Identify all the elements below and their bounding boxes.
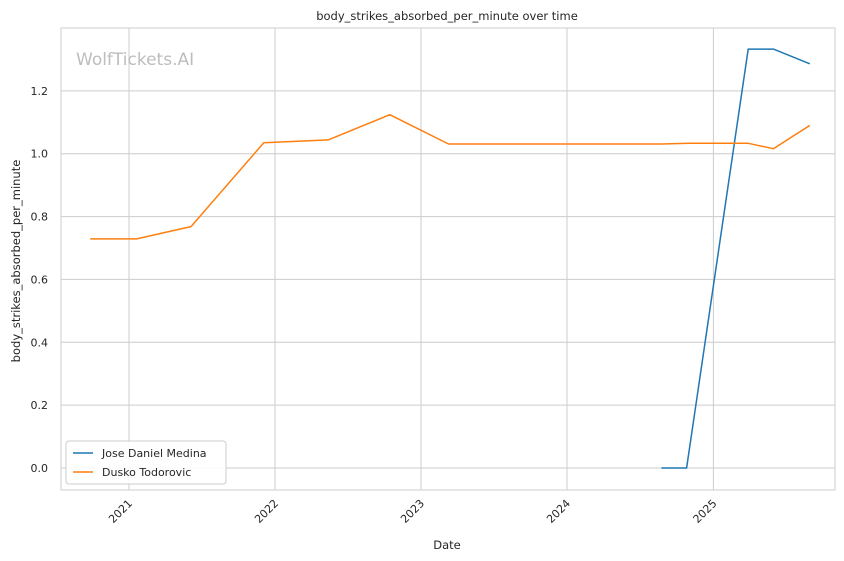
series-layer [90,48,811,469]
series-line-1 [661,48,811,469]
x-tick-label: 2021 [106,497,135,526]
y-tick-label: 1.0 [31,148,49,161]
legend: Jose Daniel Medina Dusko Todorovic [65,440,227,485]
y-tick-label: 0.0 [31,462,49,475]
x-axis-title: Date [433,538,461,552]
x-tick-label: 2023 [398,497,427,526]
x-tick-label: 2025 [691,497,720,526]
y-tick-label: 0.8 [31,211,49,224]
chart-title: body_strikes_absorbed_per_minute over ti… [316,9,578,23]
watermark: WolfTickets.AI [76,50,194,70]
legend-box [65,440,227,485]
x-tick-label: 2024 [544,497,573,526]
y-axis-title: body_strikes_absorbed_per_minute [9,160,23,363]
y-tick-label: 0.6 [31,273,49,286]
y-tick-label: 0.2 [31,399,49,412]
y-tick-label: 1.2 [31,85,49,98]
y-tick-label: 0.4 [31,336,49,349]
x-tick-label: 2022 [252,497,281,526]
plot-frame [60,27,836,491]
y-tick-labels: 0.0 0.2 0.4 0.6 0.8 1.0 1.2 [31,85,49,475]
x-tick-labels: 2021 2022 2023 2024 2025 [106,497,719,526]
grid [61,28,835,490]
legend-label: Dusko Todorovic [102,466,191,479]
series-line-2 [90,113,811,240]
legend-label: Jose Daniel Medina [101,447,207,460]
